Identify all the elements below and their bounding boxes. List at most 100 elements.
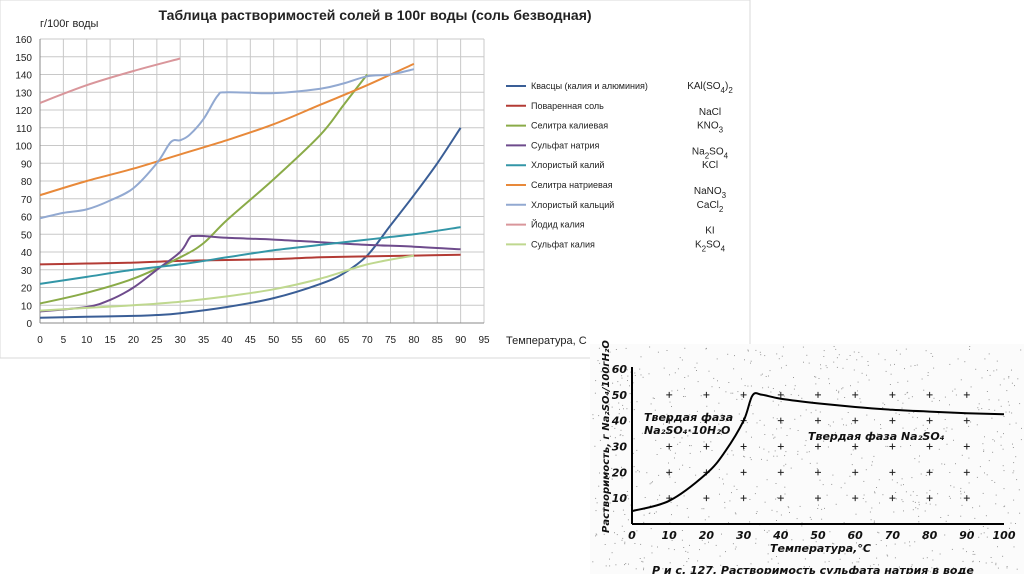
noise-dot (990, 557, 992, 558)
noise-dot (652, 397, 654, 399)
noise-dot (717, 380, 718, 382)
noise-dot (939, 553, 941, 555)
noise-dot (1003, 416, 1005, 417)
noise-dot (932, 559, 934, 561)
noise-dot (1013, 546, 1015, 548)
noise-dot (674, 457, 675, 459)
noise-dot (744, 448, 746, 449)
noise-dot (637, 469, 639, 471)
noise-dot (874, 419, 875, 421)
noise-dot (924, 538, 925, 540)
noise-dot (836, 366, 838, 368)
noise-dot (744, 359, 745, 361)
noise-dot (706, 347, 707, 349)
noise-dot (649, 505, 651, 507)
noise-dot (1015, 523, 1016, 524)
noise-dot (981, 377, 983, 379)
noise-dot (992, 439, 994, 441)
noise-dot (861, 544, 863, 546)
noise-dot (749, 499, 751, 500)
x-tick-label: 45 (245, 335, 257, 346)
scan-x-tick-labels: 0 10 20 30 40 50 60 70 80 90 100 (628, 529, 1016, 542)
noise-dot (921, 378, 923, 380)
noise-dot (785, 463, 787, 465)
noise-dot (897, 381, 899, 383)
noise-dot (733, 485, 735, 487)
noise-dot (777, 562, 779, 564)
noise-dot (838, 354, 840, 356)
noise-dot (624, 541, 626, 543)
noise-dot (933, 397, 935, 399)
noise-dot (907, 391, 909, 393)
noise-dot (944, 534, 946, 536)
noise-dot (744, 385, 746, 387)
noise-dot (853, 532, 855, 534)
noise-dot (624, 564, 625, 566)
legend-formula: NaNO3​ (694, 186, 727, 200)
noise-dot (621, 375, 623, 377)
noise-dot (634, 375, 636, 376)
noise-dot (920, 473, 922, 475)
series-line-5 (39, 226, 461, 285)
noise-dot (1021, 427, 1022, 429)
noise-dot (778, 537, 780, 538)
noise-dot (821, 518, 823, 520)
noise-dot (912, 416, 914, 418)
grid-cross (666, 443, 673, 450)
noise-dot (995, 503, 997, 505)
noise-dot (804, 558, 806, 560)
noise-dot (804, 444, 806, 446)
noise-dot (953, 567, 954, 569)
noise-dot (873, 520, 875, 522)
noise-dot (1020, 349, 1022, 351)
noise-dot (728, 522, 729, 524)
noise-dot (918, 501, 920, 503)
noise-dot (926, 492, 928, 494)
x-tick-label: 60 (315, 335, 327, 346)
noise-dot (999, 384, 1001, 386)
noise-dot (949, 404, 950, 406)
noise-dot (927, 375, 929, 376)
noise-dot (668, 462, 669, 464)
noise-dot (623, 408, 624, 410)
noise-dot (771, 509, 773, 511)
noise-dot (824, 507, 825, 509)
noise-dot (626, 369, 628, 371)
noise-dot (902, 427, 904, 429)
noise-dot (745, 431, 747, 433)
noise-dot (937, 493, 939, 495)
noise-dot (624, 543, 626, 545)
noise-dot (818, 378, 820, 379)
noise-dot (731, 450, 733, 452)
noise-dot (1009, 423, 1011, 425)
noise-dot (689, 544, 690, 546)
noise-dot (978, 409, 980, 411)
noise-dot (946, 427, 948, 429)
noise-dot (905, 348, 907, 350)
noise-dot (660, 448, 662, 449)
noise-dot (826, 367, 828, 369)
grid-cross (666, 469, 673, 476)
noise-dot (622, 537, 624, 539)
noise-dot (683, 396, 684, 397)
noise-dot (962, 560, 964, 562)
noise-dot (738, 567, 740, 569)
noise-dot (779, 391, 780, 393)
legend-formula: Na2​SO4​ (692, 146, 729, 160)
noise-dot (887, 555, 889, 557)
noise-dot (679, 441, 681, 443)
noise-dot (767, 561, 769, 563)
noise-dot (954, 388, 956, 390)
noise-dot (683, 495, 685, 497)
noise-dot (951, 548, 953, 550)
legend-formula: KI (705, 226, 714, 237)
noise-dot (998, 399, 1000, 401)
noise-dot (750, 385, 752, 387)
noise-dot (756, 422, 758, 424)
noise-dot (783, 395, 785, 397)
noise-dot (649, 483, 651, 485)
noise-dot (895, 498, 897, 500)
noise-dot (943, 428, 945, 430)
noise-dot (780, 514, 782, 516)
noise-dot (969, 348, 970, 350)
